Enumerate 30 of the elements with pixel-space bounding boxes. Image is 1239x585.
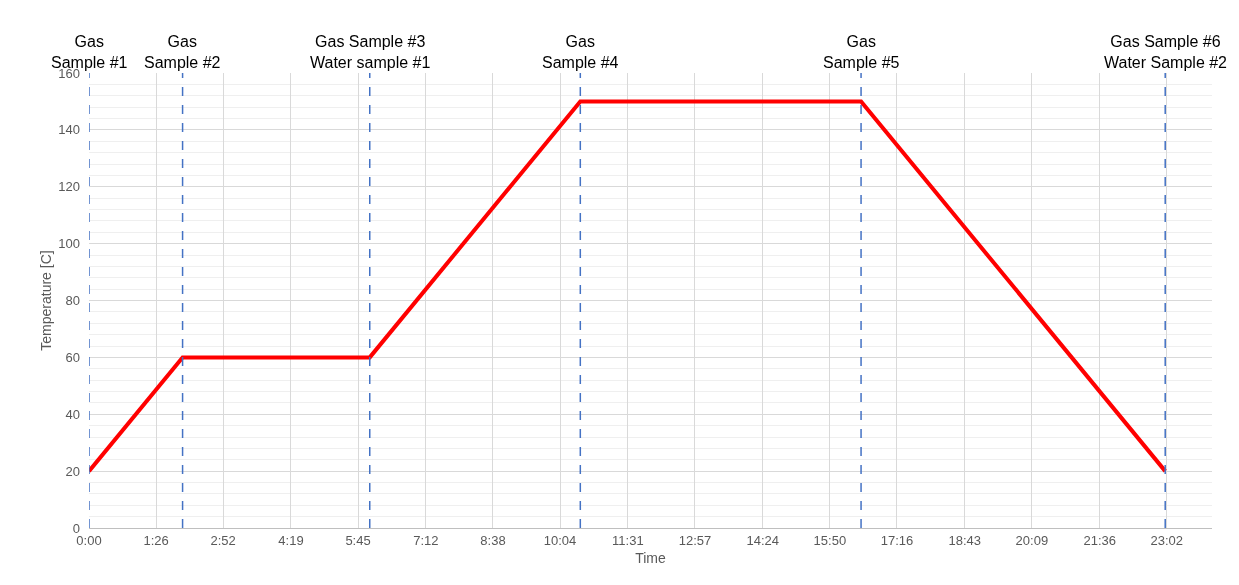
y-tick-label: 100 (58, 236, 80, 252)
ref-line-label: Gas Sample #4 (542, 33, 619, 71)
y-tick-label: 80 (65, 293, 80, 309)
x-tick-label: 21:36 (1083, 532, 1116, 548)
x-tick-label: 11:31 (612, 532, 644, 548)
x-tick-label: 18:43 (948, 532, 982, 548)
x-tick-label: 20:09 (1015, 532, 1049, 548)
y-tick-label: 140 (58, 122, 80, 138)
ref-line-label: Gas Sample #6 Water Sample #2 (1104, 33, 1228, 71)
x-tick-label: 8:38 (480, 532, 506, 548)
x-tick-label: 2:52 (210, 532, 236, 548)
x-tick-label: 4:19 (278, 532, 304, 548)
x-axis-title: Time (635, 549, 667, 566)
y-tick-label: 40 (65, 406, 80, 422)
y-tick-label: 60 (65, 349, 80, 365)
x-tick-label: 23:02 (1150, 532, 1184, 548)
ref-line-label: Gas Sample #2 (144, 33, 221, 71)
ref-line-label: Gas Sample #3 Water sample #1 (310, 33, 431, 71)
x-tick-label: 1:26 (143, 532, 169, 548)
x-tick-label: 17:16 (880, 532, 914, 548)
x-tick-label: 12:57 (678, 532, 712, 548)
ref-line-label: Gas Sample #5 (823, 33, 900, 71)
y-tick-label: 20 (65, 463, 80, 479)
x-tick-label: 15:50 (813, 532, 847, 548)
x-tick-label: 5:45 (345, 532, 371, 548)
x-tick-label: 14:24 (746, 532, 780, 548)
y-axis-title: Temperature [C] (38, 250, 54, 351)
x-tick-label: 10:04 (543, 532, 577, 548)
x-tick-label: 7:12 (413, 532, 439, 548)
y-tick-label: 120 (58, 179, 80, 195)
